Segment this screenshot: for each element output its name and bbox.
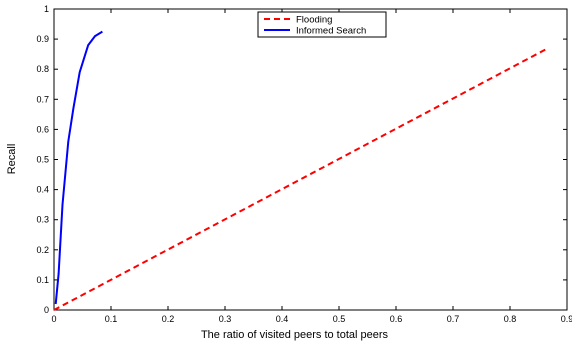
x-axis-ticks: 0 0.1 0.2 0.3 0.4 0.5 0.6 0.7 0.8 0.9 xyxy=(51,9,572,324)
y-tick-label: 0.1 xyxy=(36,275,49,285)
x-axis-label: The ratio of visited peers to total peer… xyxy=(201,329,389,341)
y-tick-label: 0.4 xyxy=(36,185,49,195)
series-line-informed-search xyxy=(54,30,103,305)
y-tick-label: 0.6 xyxy=(36,124,49,134)
series-layer xyxy=(53,30,548,311)
plot-frame xyxy=(53,8,568,311)
x-tick-label: 0.8 xyxy=(504,314,517,324)
x-tick-label: 0.2 xyxy=(162,314,175,324)
x-tick-label: 0.9 xyxy=(561,314,572,324)
x-tick-label: 0.7 xyxy=(447,314,460,324)
legend-label: Flooding xyxy=(296,15,332,26)
y-tick-label: 0.8 xyxy=(36,64,49,74)
series-line-flooding xyxy=(53,47,548,311)
y-tick-label: 0.5 xyxy=(36,155,49,165)
x-tick-label: 0.6 xyxy=(390,314,403,324)
x-tick-label: 0.4 xyxy=(276,314,289,324)
x-tick-label: 0.1 xyxy=(105,314,118,324)
y-tick-label: 0.9 xyxy=(36,34,49,44)
y-tick-label: 1 xyxy=(44,4,49,14)
y-tick-label: 0.2 xyxy=(36,245,49,255)
y-tick-label: 0.7 xyxy=(36,94,49,104)
y-axis-label: Recall xyxy=(6,144,18,175)
legend-box xyxy=(257,11,387,38)
y-tick-label: 0.3 xyxy=(36,215,49,225)
y-axis-ticks: 0 0.1 0.2 0.3 0.4 0.5 0.6 0.7 0.8 0.9 1 xyxy=(36,4,567,315)
legend-label: Informed Search xyxy=(296,26,366,37)
x-tick-label: 0.3 xyxy=(219,314,232,324)
x-tick-label: 0.5 xyxy=(333,314,346,324)
plot-area xyxy=(53,8,568,311)
y-tick-label: 0 xyxy=(44,305,49,315)
x-tick-label: 0 xyxy=(51,314,56,324)
